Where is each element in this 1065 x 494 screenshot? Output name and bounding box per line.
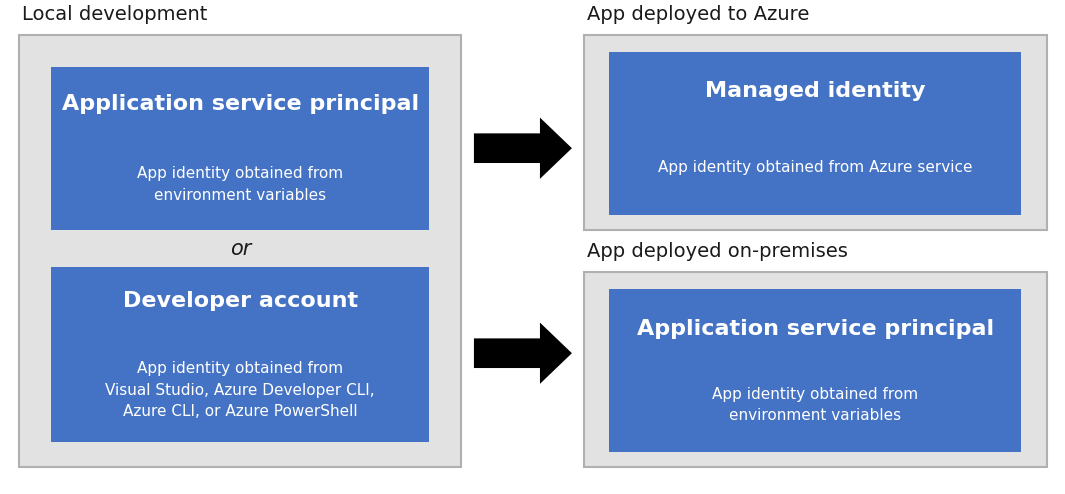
Text: Local development: Local development — [22, 5, 208, 24]
Text: App identity obtained from
Visual Studio, Azure Developer CLI,
Azure CLI, or Azu: App identity obtained from Visual Studio… — [105, 361, 375, 419]
Text: App identity obtained from Azure service: App identity obtained from Azure service — [658, 161, 972, 175]
Text: Developer account: Developer account — [122, 291, 358, 311]
FancyBboxPatch shape — [609, 289, 1021, 452]
FancyBboxPatch shape — [609, 52, 1021, 215]
Text: Managed identity: Managed identity — [705, 82, 925, 101]
Text: App identity obtained from
environment variables: App identity obtained from environment v… — [712, 387, 918, 423]
FancyBboxPatch shape — [51, 67, 429, 230]
Text: Application service principal: Application service principal — [62, 94, 419, 114]
Polygon shape — [474, 323, 572, 384]
Text: or: or — [230, 240, 251, 259]
FancyBboxPatch shape — [584, 35, 1047, 230]
Text: Application service principal: Application service principal — [637, 319, 994, 338]
Polygon shape — [474, 118, 572, 179]
FancyBboxPatch shape — [51, 267, 429, 442]
FancyBboxPatch shape — [19, 35, 461, 467]
Text: App deployed to Azure: App deployed to Azure — [587, 5, 809, 24]
FancyBboxPatch shape — [584, 272, 1047, 467]
Text: App identity obtained from
environment variables: App identity obtained from environment v… — [137, 166, 343, 203]
Text: App deployed on-premises: App deployed on-premises — [587, 242, 848, 261]
